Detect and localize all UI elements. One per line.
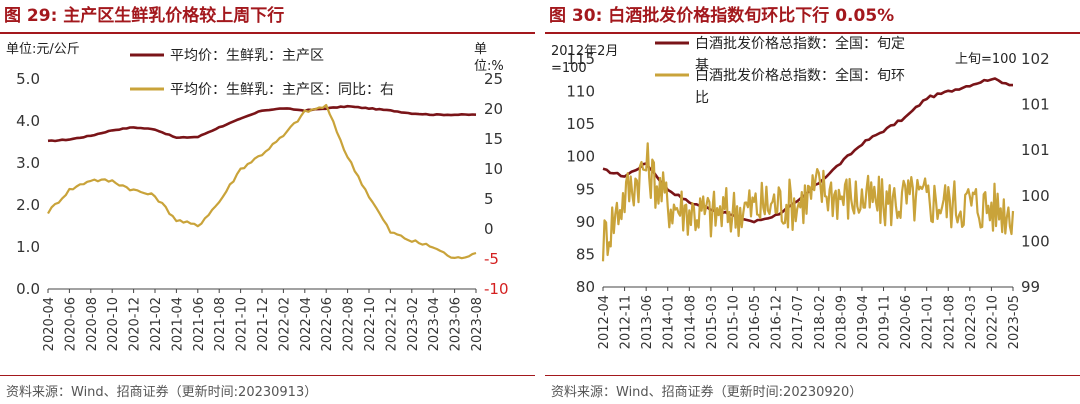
y-tick-label-left: 1.0	[16, 238, 40, 256]
legend-label-2: 白酒批发价格总指数：全国：旬环比	[695, 67, 905, 106]
y-tick-label-left: 80	[576, 278, 595, 296]
x-tick-label: 2022-04	[299, 297, 314, 351]
series-line-2	[601, 142, 1015, 262]
x-tick-label: 2020-06	[63, 297, 78, 351]
source-note: 资料来源：Wind、招商证券（更新时间:20230913）	[6, 385, 318, 400]
y-axis-title-left: 单位:元/公斤	[6, 42, 80, 57]
x-tick-label: 2020-12	[128, 297, 143, 351]
x-tick-label: 2023-06	[449, 297, 464, 351]
y-tick-label-right: 5	[484, 190, 494, 208]
title-rule	[545, 32, 1080, 34]
series-line-2	[47, 103, 477, 260]
legend-label-1: 白酒批发价格总指数：全国：旬定基	[695, 35, 905, 74]
legend-label-1: 平均价：生鲜乳：主产区	[170, 48, 324, 64]
x-tick-label: 2023-04	[427, 297, 442, 351]
x-tick-label: 2022-10	[985, 295, 1000, 349]
y-tick-label-right: 102	[1021, 50, 1050, 68]
y-tick-label-right: 25	[484, 70, 503, 88]
y-tick-label-left: 85	[576, 245, 595, 263]
y-axis-title-right: 上旬=100	[955, 52, 1017, 67]
y-tick-label-left: 105	[566, 115, 595, 133]
x-tick-label: 2021-08	[213, 297, 228, 351]
x-tick-label: 2015-10	[726, 295, 741, 349]
x-tick-label: 2023-05	[1007, 295, 1022, 349]
series-line-1	[47, 104, 477, 143]
y-tick-label-left: 115	[566, 50, 595, 68]
y-tick-label-left: 95	[576, 180, 595, 198]
chart-panel-baijiu: 图 30: 白酒批发价格指数旬环比下行 0.05% 80 85 90 95 100 105…	[545, 0, 1080, 404]
y-axis-title-left: 2012年2月=100	[551, 44, 618, 76]
y-tick-label-left: 110	[566, 83, 595, 101]
chart-panel-milk: 图 29: 主产区生鲜乳价格较上周下行 0.0 1.0 2.0 3.0 4.0 5.0 -1…	[0, 0, 535, 404]
x-tick-label: 2023-08	[470, 297, 485, 351]
x-tick-label: 2018-09	[834, 295, 849, 349]
y-tick-label-left: 90	[576, 213, 595, 231]
x-tick-label: 2021-01	[921, 295, 936, 349]
y-tick-label-right: 10	[484, 160, 503, 178]
x-tick-label: 2023-02	[406, 297, 421, 351]
x-tick-label: 2020-04	[42, 297, 57, 351]
x-tick-label: 2012-11	[619, 295, 634, 349]
x-tick-label: 2021-12	[256, 297, 271, 351]
x-tick-label: 2019-11	[878, 295, 893, 349]
y-tick-label-left: 100	[566, 148, 595, 166]
y-axis-title-right: 单位:%	[474, 42, 504, 74]
milk-price-chart: 0.0 1.0 2.0 3.0 4.0 5.0 -10 -5 0 5 10 15 20 25 2020-04…	[6, 42, 509, 351]
y-tick-label-right: -5	[484, 250, 499, 268]
x-tick-label: 2022-08	[342, 297, 357, 351]
source-rule	[0, 375, 535, 376]
y-tick-label-right: 100	[1021, 232, 1050, 250]
x-tick-label: 2016-12	[770, 295, 785, 349]
x-tick-label: 2022-06	[320, 297, 335, 351]
y-tick-label-right: 20	[484, 100, 503, 118]
y-tick-label-right: 15	[484, 130, 503, 148]
legend-label-2: 平均价：生鲜乳：主产区：同比：右	[170, 82, 394, 98]
x-tick-label: 2012-04	[597, 295, 612, 349]
baijiu-index-chart: 80 85 90 95 100 105 110 115 99 100 100 101 101 102 201…	[551, 35, 1050, 349]
x-tick-label: 2021-02	[149, 297, 164, 351]
x-tick-label: 2016-05	[748, 295, 763, 349]
x-tick-label: 2018-02	[813, 295, 828, 349]
y-tick-label-left: 0.0	[16, 280, 40, 298]
y-tick-label-right: -10	[484, 280, 509, 298]
x-tick-label: 2014-08	[683, 295, 698, 349]
x-tick-label: 2022-03	[964, 295, 979, 349]
y-tick-label-left: 4.0	[16, 112, 40, 130]
x-tick-label: 2022-12	[384, 297, 399, 351]
title-rule	[0, 32, 535, 34]
x-tick-label: 2017-07	[791, 295, 806, 349]
y-tick-label-left: 3.0	[16, 154, 40, 172]
x-tick-label: 2014-01	[662, 295, 677, 349]
x-tick-label: 2015-03	[705, 295, 720, 349]
chart-title: 图 30: 白酒批发价格指数旬环比下行 0.05%	[549, 6, 895, 26]
y-tick-label-right: 101	[1021, 141, 1050, 159]
y-tick-label-left: 2.0	[16, 196, 40, 214]
x-tick-label: 2021-08	[942, 295, 957, 349]
x-tick-label: 2021-06	[192, 297, 207, 351]
x-tick-label: 2020-08	[85, 297, 100, 351]
x-tick-label: 2022-10	[363, 297, 378, 351]
x-tick-label: 2021-04	[170, 297, 185, 351]
y-tick-label-right: 0	[484, 220, 494, 238]
x-tick-label: 2013-06	[640, 295, 655, 349]
x-tick-label: 2020-10	[106, 297, 121, 351]
x-tick-label: 2022-02	[277, 297, 292, 351]
chart-title: 图 29: 主产区生鲜乳价格较上周下行	[4, 6, 285, 26]
x-tick-label: 2021-10	[235, 297, 250, 351]
source-rule	[545, 375, 1080, 376]
y-tick-label-right: 100	[1021, 187, 1050, 205]
y-tick-label-right: 99	[1021, 278, 1040, 296]
y-tick-label-left: 5.0	[16, 70, 40, 88]
x-tick-label: 2020-06	[899, 295, 914, 349]
source-note: 资料来源：Wind、招商证券（更新时间:20230920）	[551, 385, 863, 400]
x-tick-label: 2019-04	[856, 295, 871, 349]
y-tick-label-right: 101	[1021, 96, 1050, 114]
